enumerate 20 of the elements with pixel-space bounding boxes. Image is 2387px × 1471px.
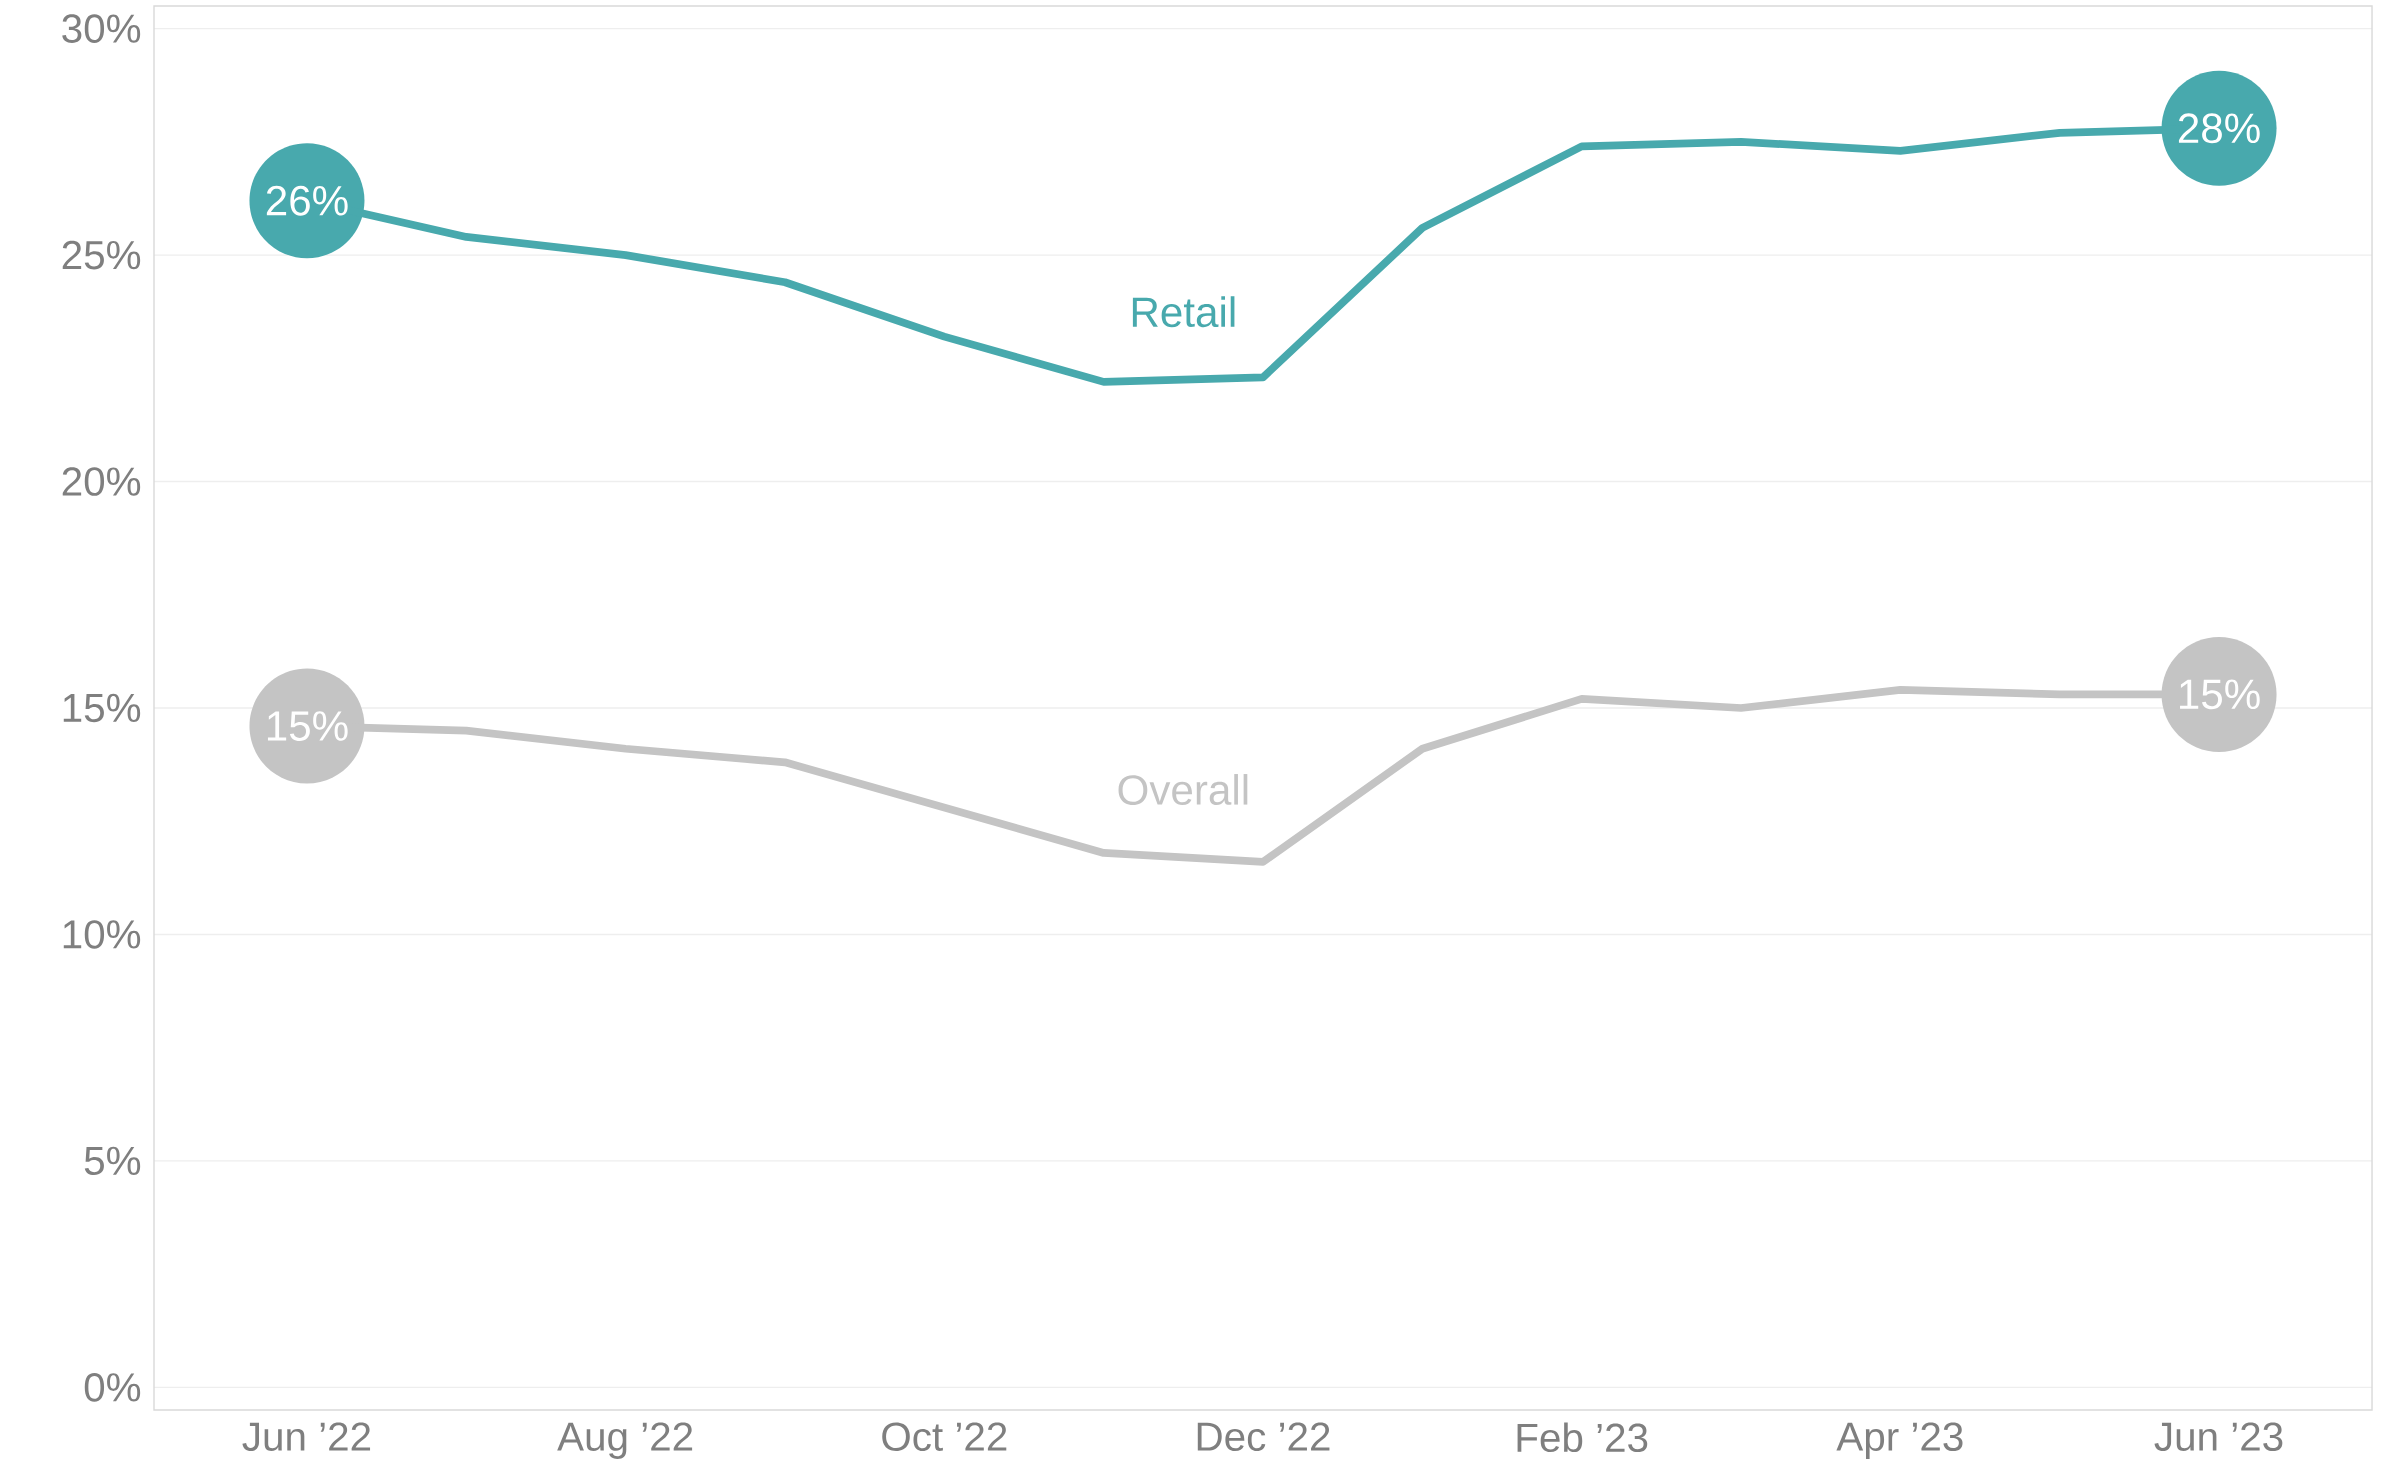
x-tick-label: Jun ’23 <box>2154 1422 2283 1452</box>
x-tick-label: Jun ’22 <box>242 1422 371 1452</box>
data-label: 15% <box>2180 679 2260 710</box>
y-tick-label: 5% <box>84 1146 141 1176</box>
series-label: Overall <box>1118 774 1248 806</box>
series-label: Retail <box>1132 296 1235 328</box>
y-tick-label: 10% <box>63 920 141 949</box>
data-label: 15% <box>267 711 348 742</box>
data-label: 28% <box>2178 113 2260 144</box>
y-tick-label: 0% <box>84 1373 141 1402</box>
y-tick-label: 30% <box>62 14 141 44</box>
x-tick-label: Aug ’22 <box>557 1422 693 1460</box>
x-tick-label: Feb ’23 <box>1517 1422 1648 1453</box>
data-label: 26% <box>266 185 348 216</box>
x-tick-label: Apr ’23 <box>1836 1422 1963 1460</box>
x-tick-label: Oct ’22 <box>882 1422 1007 1452</box>
y-tick-label: 25% <box>62 240 141 270</box>
y-tick-label: 20% <box>62 467 141 496</box>
x-tick-label: Dec ’22 <box>1197 1422 1330 1452</box>
y-tick-label: 15% <box>63 693 141 723</box>
